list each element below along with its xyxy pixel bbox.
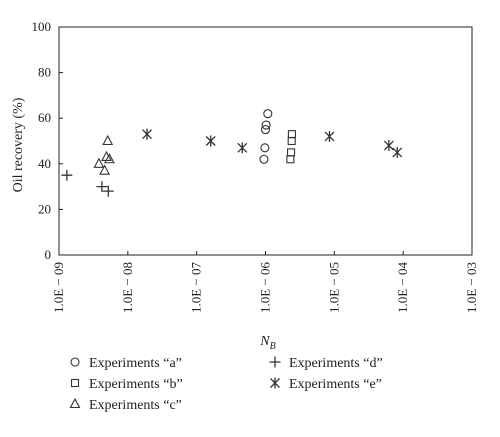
plot-area: [58, 26, 473, 256]
square-point: [286, 155, 295, 164]
x-axis-label-subscript: B: [270, 341, 276, 352]
legend: Experiments “a” Experiments “b” Experiment…: [69, 356, 383, 413]
plus-point: [61, 169, 73, 181]
y-axis-label: Oil recovery (%): [11, 97, 26, 192]
square-point: [287, 136, 296, 146]
x-tick-label: 1.0E − 03: [464, 262, 479, 313]
y-tick-label: 80: [38, 65, 51, 80]
circle-point: [263, 109, 273, 119]
series-asterisk: [142, 128, 403, 158]
series-square: [286, 130, 296, 164]
x-tick-label: 1.0E − 08: [120, 262, 135, 313]
legend-marker-triangle: [69, 397, 81, 409]
legend-marker-square: [70, 378, 80, 388]
x-tick-label: 1.0E − 06: [258, 262, 273, 314]
x-tick-label: 1.0E − 07: [189, 262, 204, 314]
square-point: [286, 148, 296, 157]
y-tick-label: 60: [38, 110, 51, 125]
asterisk-point: [392, 146, 403, 158]
plus-point: [96, 181, 108, 193]
triangle-point: [103, 153, 115, 164]
asterisk-point: [324, 130, 335, 142]
y-tick-label: 0: [45, 247, 52, 262]
legend-marker-circle: [70, 357, 80, 367]
y-tick-label: 100: [32, 19, 52, 34]
legend-label: Experiments “b”: [89, 377, 183, 392]
x-axis-label: NB: [259, 334, 275, 352]
x-tick-label: 1.0E − 04: [395, 262, 410, 314]
legend-label: Experiments “a”: [89, 356, 182, 371]
axis-ticks: 0 20 40 60 80 100 1.0E − 09 1.0E − 08 1.0E − 07 1…: [32, 19, 480, 313]
legend-marker-plus: [269, 356, 281, 368]
legend-label: Experiments “c”: [89, 398, 182, 413]
triangle-point: [99, 164, 111, 175]
x-axis-label-main: N: [259, 334, 270, 349]
circle-point: [260, 143, 270, 153]
x-tick-label: 1.0E − 09: [51, 262, 66, 313]
legend-label: Experiments “d”: [289, 356, 383, 371]
legend-marker-asterisk: [270, 377, 280, 389]
asterisk-point: [205, 135, 216, 147]
circle-point: [260, 125, 271, 135]
y-tick-label: 40: [38, 156, 51, 171]
triangle-point: [102, 134, 114, 146]
plus-point: [102, 185, 114, 197]
circle-point: [261, 120, 271, 130]
series-circle: [259, 109, 273, 164]
x-tick-label: 1.0E − 05: [326, 262, 341, 313]
circle-point: [259, 154, 269, 164]
square-point: [287, 130, 296, 139]
asterisk-point: [237, 142, 248, 154]
series-plus: [61, 169, 114, 197]
y-tick-label: 20: [38, 201, 51, 216]
series-triangle: [93, 134, 115, 175]
plot-frame: [58, 26, 473, 256]
legend-label: Experiments “e”: [289, 377, 382, 392]
data-marks: [61, 109, 403, 197]
asterisk-point: [383, 140, 394, 152]
asterisk-point: [142, 128, 152, 140]
triangle-point: [93, 157, 105, 168]
